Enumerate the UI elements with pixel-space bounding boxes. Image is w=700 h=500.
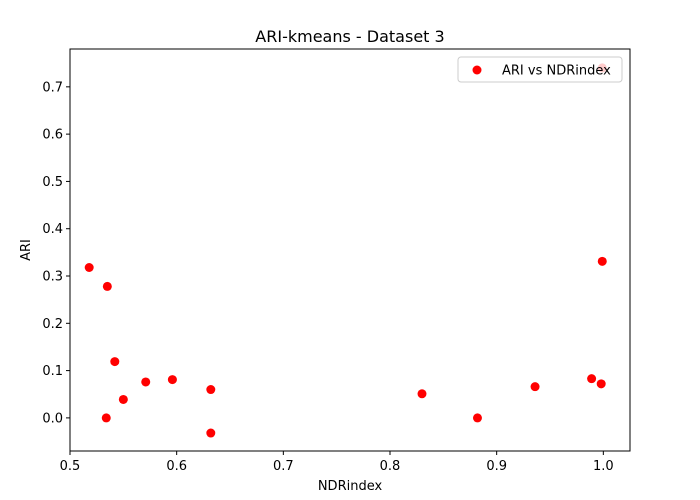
x-tick-label: 0.5 xyxy=(60,459,81,474)
x-tick-label: 0.6 xyxy=(166,459,187,474)
y-tick-label: 0.0 xyxy=(42,411,63,426)
plot-area xyxy=(69,48,631,452)
data-point xyxy=(167,375,177,385)
y-tick-label: 0.5 xyxy=(42,175,63,190)
data-point xyxy=(206,385,216,395)
legend-entry: ARI vs NDRindex xyxy=(502,64,611,79)
data-point xyxy=(118,394,128,404)
y-tick-label: 0.1 xyxy=(42,364,63,379)
data-point xyxy=(530,382,540,392)
y-axis-label: ARI xyxy=(19,239,34,261)
y-tick-label: 0.2 xyxy=(42,317,63,332)
data-point xyxy=(84,262,94,272)
x-tick-label: 1.0 xyxy=(593,459,614,474)
legend: ARI vs NDRindex xyxy=(457,56,623,83)
data-point xyxy=(110,357,120,367)
data-points xyxy=(84,63,607,438)
y-tick-label: 0.4 xyxy=(42,222,63,237)
y-tick-label: 0.6 xyxy=(42,128,63,143)
x-axis: 0.5 0.6 0.7 0.8 0.9 1.0 xyxy=(60,451,614,474)
data-point xyxy=(472,413,482,423)
y-tick-label: 0.7 xyxy=(42,80,63,95)
x-tick-label: 0.8 xyxy=(380,459,401,474)
data-point xyxy=(206,428,216,438)
x-axis-label: NDRindex xyxy=(318,479,383,494)
plot-frame xyxy=(69,48,631,452)
chart-title: ARI-kmeans - Dataset 3 xyxy=(255,27,444,46)
legend-box xyxy=(457,56,623,83)
data-point xyxy=(587,374,597,384)
x-tick-label: 0.7 xyxy=(273,459,294,474)
x-tick-label: 0.9 xyxy=(486,459,507,474)
y-tick-label: 0.3 xyxy=(42,270,63,285)
y-axis: 0.0 0.1 0.2 0.3 0.4 0.5 0.6 0.7 xyxy=(42,80,70,426)
data-point xyxy=(102,281,112,291)
data-point xyxy=(101,413,111,423)
data-point xyxy=(417,389,427,399)
data-point xyxy=(141,377,151,387)
data-point xyxy=(597,256,607,266)
data-point xyxy=(596,379,606,389)
legend-marker xyxy=(472,65,482,75)
